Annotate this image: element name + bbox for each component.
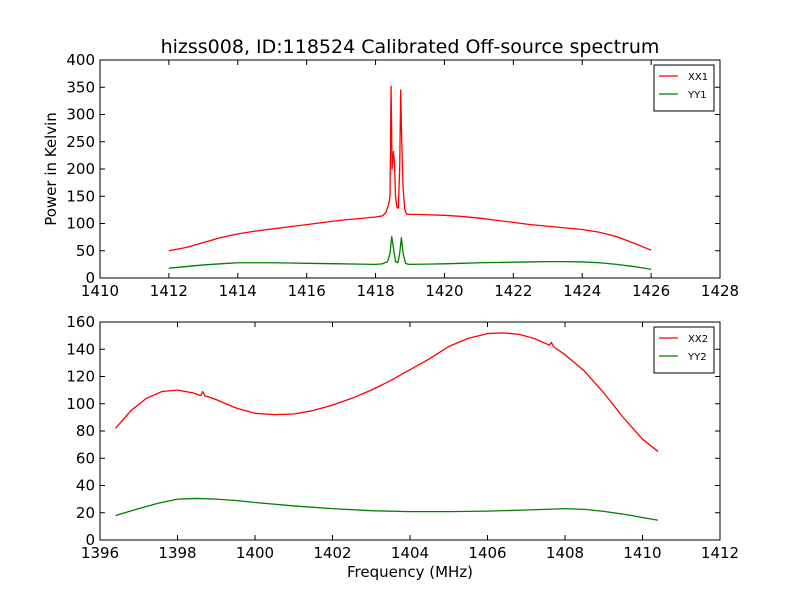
y-tick-label: 250 (66, 133, 95, 151)
series-line-xx2 (115, 332, 659, 452)
x-tick-label: 1418 (356, 282, 394, 300)
y-tick-label: 60 (76, 449, 95, 467)
bottom-panel: 1396 1398 1400 1402 1404 1406 1408 1410 1412 0 20 4… (66, 313, 739, 581)
y-tick-label: 50 (76, 242, 95, 260)
legend-label-yy1: YY1 (687, 90, 707, 101)
y-tick-label: 140 (66, 340, 95, 358)
y-tick-label: 160 (66, 313, 95, 331)
y-tick-label: 200 (66, 160, 95, 178)
x-tick-label: 1420 (425, 282, 463, 300)
legend: XX2 YY2 (653, 326, 715, 374)
x-tick-label: 1422 (494, 282, 532, 300)
legend-label-xx2: XX2 (688, 334, 708, 345)
x-tick-label: 1424 (563, 282, 601, 300)
figure-title: hizss008, ID:118524 Calibrated Off-sourc… (161, 36, 660, 58)
legend-box (653, 326, 715, 374)
x-tick-label: 1410 (623, 544, 661, 562)
y-tick-label: 100 (66, 395, 95, 413)
y-tick-label: 350 (66, 78, 95, 96)
x-tick-label: 1410 (81, 282, 119, 300)
x-tick-label: 1408 (546, 544, 584, 562)
x-tick-label: 1396 (81, 544, 119, 562)
y-axis-label: Power in Kelvin (42, 112, 60, 226)
y-tick-label: 40 (76, 477, 95, 495)
x-tick-label: 1428 (701, 282, 739, 300)
y-tick-label: 120 (66, 368, 95, 386)
x-tick-label: 1398 (158, 544, 196, 562)
legend-box (653, 64, 715, 112)
x-tick-label: 1400 (236, 544, 274, 562)
x-tick-label: 1402 (313, 544, 351, 562)
legend-label-yy2: YY2 (687, 352, 707, 363)
x-tick-label: 1426 (632, 282, 670, 300)
x-tick-label: 1406 (468, 544, 506, 562)
series-group (115, 332, 659, 521)
y-tick-label: 300 (66, 106, 95, 124)
y-tick-label: 20 (76, 504, 95, 522)
legend-label-xx1: XX1 (688, 72, 708, 83)
series-group (168, 85, 652, 270)
series-line-yy2 (115, 497, 659, 521)
y-tick-label: 0 (85, 269, 95, 287)
x-axis-label: Frequency (MHz) (347, 563, 473, 581)
y-tick-label: 400 (66, 51, 95, 69)
y-tick-label: 100 (66, 215, 95, 233)
y-tick-label: 0 (85, 531, 95, 549)
x-tick-label: 1412 (701, 544, 739, 562)
x-tick-label: 1404 (391, 544, 429, 562)
series-line-yy1 (168, 235, 652, 270)
x-tick-label: 1412 (150, 282, 188, 300)
top-panel: 1410 1412 1414 1416 1418 1420 1422 1424 1426 1428… (42, 51, 739, 300)
y-tick-label: 150 (66, 187, 95, 205)
x-tick-label: 1414 (219, 282, 257, 300)
series-line-xx1 (168, 85, 652, 252)
legend: XX1 YY1 (653, 64, 715, 112)
x-tick-label: 1416 (288, 282, 326, 300)
y-tick-label: 80 (76, 422, 95, 440)
